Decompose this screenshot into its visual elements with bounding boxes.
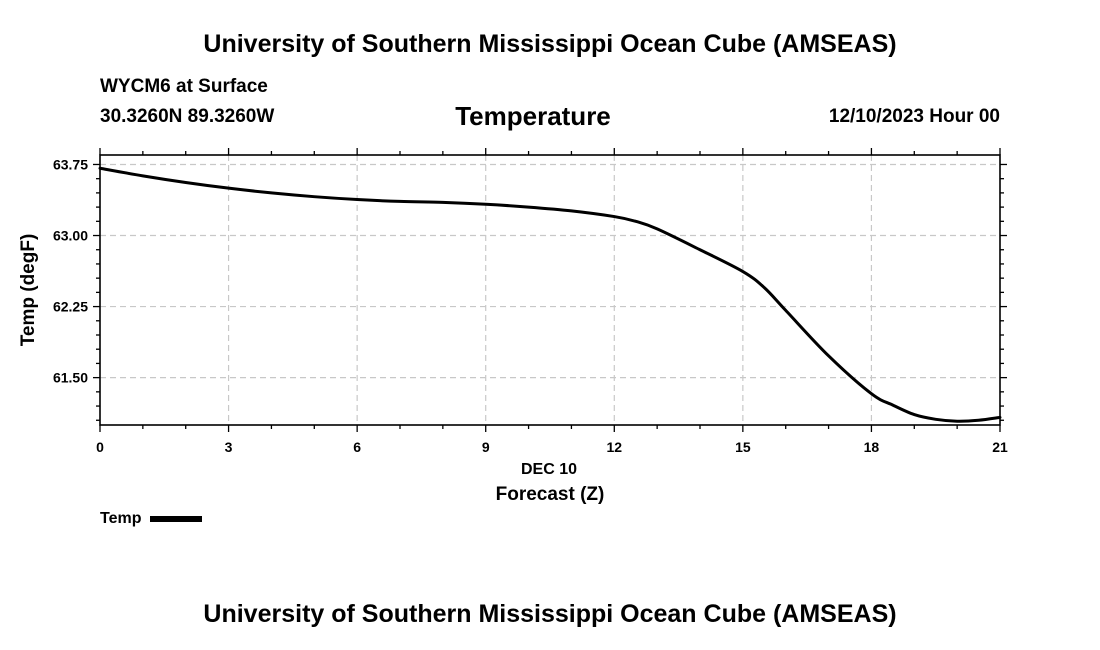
- parameter-title: Temperature: [455, 101, 611, 131]
- x-tick-label: 21: [992, 439, 1008, 455]
- x-tick-label: 12: [606, 439, 622, 455]
- legend-label: Temp: [100, 510, 142, 527]
- datetime-label: 12/10/2023 Hour 00: [828, 106, 1000, 127]
- temp-series-line: [98, 166, 1002, 423]
- chart-title-top: University of Southern Mississippi Ocean…: [203, 30, 897, 58]
- x-tick-label: 3: [225, 439, 233, 455]
- x-tick-label: 0: [96, 439, 104, 455]
- y-tick-label: 63.00: [53, 228, 88, 244]
- legend-swatch: [150, 516, 203, 522]
- y-tick-label: 61.50: [53, 370, 88, 386]
- x-tick-label: 9: [482, 439, 490, 455]
- station-label: WYCM6 at Surface: [100, 76, 268, 97]
- legend: Temp: [100, 510, 203, 528]
- x-tick-label: 18: [864, 439, 880, 455]
- y-tick-label: 62.25: [53, 299, 88, 315]
- x-date-label: DEC 10: [521, 461, 577, 478]
- plot-frame: [99, 154, 1001, 426]
- y-axis-label: Temp (degF): [18, 234, 39, 347]
- x-tick-label: 6: [353, 439, 361, 455]
- x-tick-label: 15: [735, 439, 751, 455]
- chart-title-bottom: University of Southern Mississippi Ocean…: [203, 600, 897, 628]
- y-tick-label: 63.75: [53, 156, 88, 172]
- x-axis-label: Forecast (Z): [496, 484, 605, 505]
- coordinates-label: 30.3260N 89.3260W: [100, 106, 275, 127]
